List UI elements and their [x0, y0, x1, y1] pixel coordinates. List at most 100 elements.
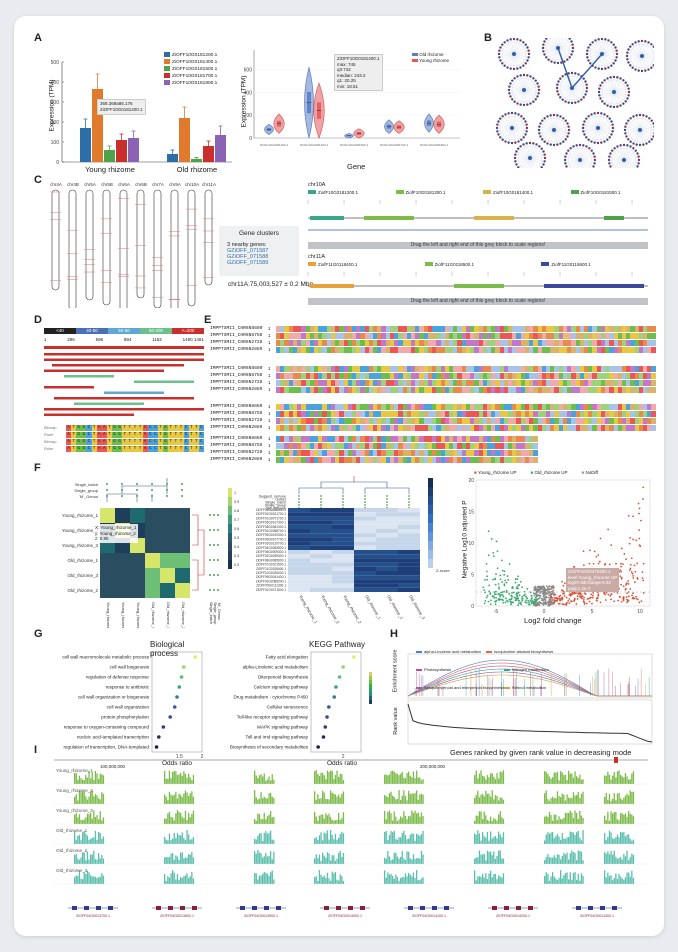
volcano-point	[564, 582, 566, 585]
msa-residue	[309, 373, 314, 379]
volcano-point	[543, 601, 546, 604]
circle-edge	[601, 42, 612, 55]
coverage-bar	[258, 852, 261, 864]
msa-residue	[318, 457, 323, 463]
msa-residue	[313, 380, 319, 386]
circle-edge	[514, 78, 525, 91]
msa-residue	[297, 387, 302, 393]
msa-residue	[453, 380, 458, 386]
track1-drag-bar[interactable]: Drag the left and right end of this grey…	[308, 242, 648, 249]
coverage-bar	[626, 776, 628, 784]
coverage-bar	[624, 877, 627, 884]
track-label-5: Old_rhizome_3	[56, 868, 88, 873]
gene-model-label: ZiOFF04G0013700.1	[76, 914, 110, 918]
msa-residue	[411, 418, 416, 424]
msa-residue	[621, 387, 627, 393]
circle-edge	[526, 143, 531, 159]
msa-residue	[524, 333, 530, 339]
circle-edge	[599, 88, 615, 93]
coverage-bar	[607, 771, 609, 784]
circle-node	[600, 112, 603, 115]
f1-cell	[160, 568, 175, 583]
circle-node	[507, 112, 510, 115]
track2-drag-bar[interactable]: Drag the left and right end of this grey…	[308, 298, 648, 305]
cluster-gene-3[interactable]: GZiOFF_071589	[227, 260, 269, 266]
msa-residue	[588, 366, 593, 372]
msa-residue	[313, 373, 319, 379]
msa-residue	[643, 366, 648, 372]
zscore-heatmap-f: Suggest_remove Outlier Single_batch Single_…	[246, 468, 456, 628]
coverage-bar	[563, 838, 565, 844]
msa-residue	[356, 387, 361, 393]
volcano-point	[510, 603, 513, 606]
msa-residue	[381, 340, 386, 346]
volcano-point	[550, 596, 553, 599]
chromosome-label: chr11A	[202, 182, 216, 187]
coverage-bar	[273, 816, 275, 824]
coverage-bar	[499, 771, 501, 784]
cluster-gene-1[interactable]: GZiOFF_071587	[227, 248, 269, 254]
f1-side-dot	[209, 589, 211, 591]
circle-node	[587, 115, 590, 118]
msa-residue	[444, 457, 449, 463]
msa-residue	[280, 373, 285, 379]
msa-residue	[292, 333, 298, 339]
msa-residue	[292, 418, 298, 424]
f1-side-label: 'M'_Genus	[217, 602, 221, 620]
coverage-bar	[629, 838, 631, 844]
msa-residue	[377, 366, 382, 372]
msa-residue	[448, 443, 454, 449]
volcano-point	[517, 575, 520, 578]
msa-residue	[432, 340, 437, 346]
msa-pos: 1	[268, 457, 271, 462]
circle-edge	[517, 89, 525, 104]
cluster-gene-2[interactable]: GZiOFF_071588	[227, 254, 269, 260]
msa-residue	[647, 404, 652, 410]
msa-residue	[495, 411, 500, 417]
coverage-bar	[170, 778, 172, 784]
msa-residue	[558, 333, 563, 339]
coverage-bar	[416, 770, 418, 784]
d-base: T	[137, 424, 143, 431]
msa-residue	[360, 457, 365, 463]
msa-residue	[280, 418, 285, 424]
coverage-bar	[90, 854, 92, 864]
msa-residue	[335, 380, 340, 386]
msa-row: IMPPTSMII_CHR6N8880 1	[210, 326, 656, 332]
d-base: T	[137, 445, 143, 452]
f2-cell	[310, 562, 332, 567]
msa-residue	[596, 380, 601, 386]
coverage-bar	[339, 874, 341, 884]
coverage-bar	[412, 872, 415, 884]
volcano-point	[562, 584, 565, 587]
msa-residue	[381, 457, 386, 463]
msa-residue	[301, 436, 306, 442]
msa-residue	[583, 411, 589, 417]
circle-edge	[560, 78, 573, 89]
volcano-point	[583, 596, 585, 599]
circle-edge	[515, 154, 531, 159]
circle-edge	[548, 47, 559, 60]
msa-residue	[356, 418, 361, 424]
msa-residue	[524, 380, 530, 386]
msa-residue	[486, 373, 492, 379]
coverage-bar	[268, 793, 270, 804]
circle-node	[589, 43, 592, 46]
bar-y-tick: 100	[51, 140, 60, 146]
msa-residue	[440, 443, 445, 449]
f2-row-label: ZiOFF09G0190300.1	[256, 533, 286, 537]
volcano-point	[558, 595, 561, 598]
circle-center	[638, 128, 642, 132]
msa-residue	[411, 373, 416, 379]
coverage-bar	[173, 859, 175, 864]
msa-residue	[406, 425, 411, 431]
f1-ann-dot	[181, 495, 183, 497]
circle-edge	[557, 84, 573, 89]
volcano-point	[610, 593, 613, 596]
coverage-bar	[186, 819, 188, 824]
msa-residue	[330, 436, 336, 442]
circle-edge	[508, 127, 513, 143]
coverage-bar	[576, 832, 578, 844]
coverage-bar	[403, 777, 405, 784]
msa-residue	[297, 347, 302, 353]
